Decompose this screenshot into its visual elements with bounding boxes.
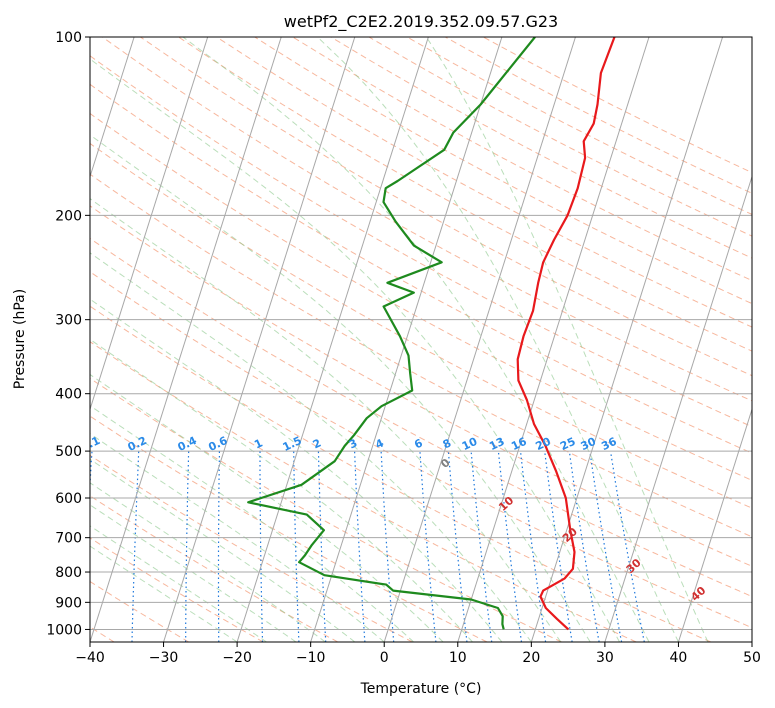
isotherm-gridline: [530, 37, 724, 642]
y-axis-label: Pressure (hPa): [12, 289, 28, 389]
mixing-ratio-line: [259, 451, 264, 642]
moist-adiabat-line: [425, 37, 709, 642]
mixing-ratio-label: 20: [534, 435, 554, 453]
plot-frame: [89, 36, 753, 643]
mixing-ratio-line: [470, 451, 493, 642]
y-axis: 100 200 300 400 500 600 700 800 900 1000: [46, 30, 90, 638]
mixing-ratio-line: [317, 451, 327, 642]
isotherm-gridline: [90, 37, 209, 411]
y-tick-label: 800: [55, 565, 82, 581]
moist-adiabat-line: [90, 338, 473, 642]
mixing-ratio-line: [419, 451, 437, 642]
x-tick-label: 0: [380, 650, 389, 666]
temperature-line: [516, 37, 616, 631]
dry-adiabat-line: [90, 271, 752, 629]
mixing-ratio-line: [497, 451, 523, 642]
isotherm-gridline: [90, 37, 282, 642]
mixing-ratio-line: [293, 451, 300, 642]
moist-adiabat-line: [90, 433, 385, 642]
x-axis-label: Temperature (°C): [360, 681, 482, 697]
moist-adiabat-line: [90, 405, 414, 642]
moist-adiabat-line: [90, 198, 562, 642]
mixing-ratio-line: [610, 451, 645, 642]
dry-adiabat-line: [90, 112, 752, 481]
isotherm-gridline: [163, 37, 356, 642]
mixing-ratio-line: [131, 451, 140, 642]
mixing-ratio-label: 13: [487, 435, 506, 453]
isotherm-gridline: [604, 174, 752, 642]
moist-adiabat-line: [90, 458, 356, 642]
mixing-ratio-line: [185, 451, 190, 642]
x-tick-label: −40: [75, 650, 105, 666]
x-tick-label: −30: [149, 650, 179, 666]
mixing-ratio-label: 36: [599, 435, 619, 453]
y-tick-label: 600: [55, 491, 82, 507]
mixing-ratio-label: 30: [579, 435, 599, 453]
dry-adiabat-line: [90, 415, 488, 642]
plot-area: [90, 37, 752, 642]
y-tick-label: 500: [55, 444, 82, 460]
y-tick-label: 300: [55, 313, 82, 329]
mixing-ratio-line: [217, 451, 220, 642]
isotherm-gridline: [457, 37, 650, 642]
isotherm-gridline: [677, 407, 752, 642]
y-tick-label: 100: [55, 30, 82, 46]
y-tick-label: 900: [55, 595, 82, 611]
y-tick-label: 700: [55, 531, 82, 547]
chart-title: wetPf2_C2E2.2019.352.09.57.G23: [284, 12, 558, 32]
x-tick-label: 50: [743, 650, 761, 666]
dry-adiabat-line: [90, 237, 752, 598]
x-tick-label: 40: [670, 650, 688, 666]
mixing-ratio-line: [519, 451, 547, 642]
isotherm-gridline: [310, 37, 503, 642]
moist-adiabat-line: [317, 37, 679, 642]
y-tick-label: 200: [55, 208, 82, 224]
dry-adiabat-line: [102, 37, 752, 402]
dry-adiabat-line: [90, 341, 637, 642]
x-tick-label: 30: [596, 650, 614, 666]
isotherm-gridline: [90, 37, 135, 179]
mixing-ratio-label: 25: [558, 435, 577, 453]
moist-adiabat-line: [90, 373, 444, 642]
mixing-ratio-label: 10: [460, 435, 480, 453]
x-tick-label: −20: [222, 650, 252, 666]
mixing-ratio-label: 16: [509, 435, 529, 453]
dry-adiabat-line: [90, 305, 712, 642]
isotherm-gridline: [383, 37, 576, 642]
dry-adiabat-line: [254, 37, 752, 305]
dry-adiabat-line: [90, 580, 189, 642]
mixing-ratio-line: [589, 451, 623, 642]
x-axis: −40 −30 −20 −10 0 10 20 30 40 50: [75, 642, 761, 666]
mixing-ratio-line: [568, 451, 600, 642]
moist-adiabat-line: [90, 134, 591, 642]
y-tick-label: 400: [55, 387, 82, 403]
dry-adiabat-line: [90, 537, 264, 642]
x-tick-label: 20: [522, 650, 540, 666]
dry-adiabat-line: [90, 83, 752, 454]
mixing-ratio-line: [354, 451, 366, 642]
moist-adiabat-line: [182, 37, 650, 642]
isotherm-gridline: [236, 37, 429, 642]
dry-adiabat-line: [90, 142, 752, 509]
x-tick-label: 10: [449, 650, 467, 666]
x-tick-label: −10: [296, 650, 326, 666]
dewpoint-line: [247, 37, 536, 630]
y-tick-label: 1000: [46, 622, 82, 638]
dry-adiabat-line: [90, 377, 562, 642]
mixing-ratio-line: [544, 451, 573, 642]
mixing-ratio-line: [447, 451, 468, 642]
